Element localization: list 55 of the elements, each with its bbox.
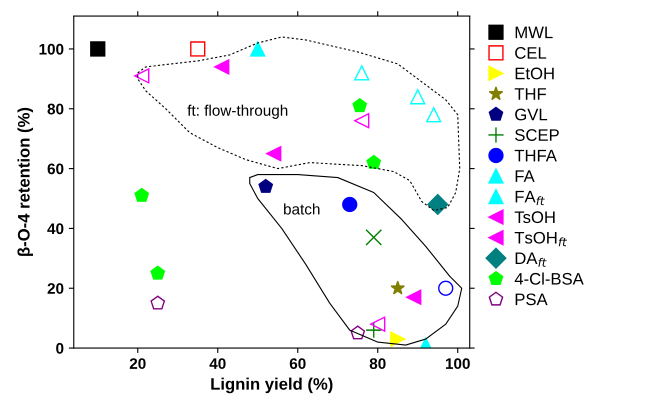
point [427, 194, 448, 216]
x-tick-label: 40 [209, 358, 226, 370]
y-tick-label: 100 [40, 44, 64, 55]
y-tick-label: 80 [48, 104, 64, 114]
point [134, 68, 150, 84]
legend-label: CEL [515, 47, 546, 59]
point [354, 65, 370, 81]
point [190, 41, 206, 57]
point [366, 154, 382, 169]
point [214, 59, 230, 75]
legend-label: TsOH$_{ft}$ [514, 232, 568, 246]
point [370, 316, 386, 332]
legend-label: GVL [515, 108, 548, 120]
legend-label: SCEP [515, 129, 559, 141]
y-tick-label: 60 [48, 163, 64, 174]
annotation: batch [284, 203, 320, 215]
annotation: ft: flow-through [187, 104, 288, 119]
x-tick-label: 80 [370, 358, 386, 370]
x-axis-title: Lignin yield (%) [211, 378, 332, 394]
point [354, 113, 370, 128]
point [365, 229, 382, 246]
x-tick-label: 100 [446, 358, 470, 370]
point [250, 41, 266, 57]
legend-label: EtOH [516, 68, 554, 80]
y-tick-label: 0 [56, 342, 64, 354]
legend-label: DA$_{ft}$ [516, 252, 547, 267]
point [410, 89, 426, 104]
point [134, 188, 150, 202]
point [258, 178, 274, 193]
point [438, 280, 454, 296]
y-tick-label: 20 [48, 283, 64, 294]
legend-label: THF [514, 88, 546, 100]
point [342, 196, 358, 212]
point [426, 107, 442, 122]
legend-label: FA$_{ft}$ [516, 190, 545, 206]
legend-label: PSA [516, 293, 548, 306]
point [390, 331, 406, 347]
point [266, 146, 282, 162]
point [150, 296, 166, 310]
point [90, 41, 106, 57]
legend-label: 4-Cl-BSA [514, 272, 584, 285]
point [406, 290, 422, 305]
point [150, 266, 166, 280]
x-tick-label: 20 [130, 358, 146, 370]
legend-label: TsOH [514, 211, 555, 224]
legend-label: MWL [516, 26, 553, 38]
point [390, 280, 406, 295]
x-tick-label: 60 [290, 358, 306, 370]
y-axis-title: β-O-4 retention (%) [17, 108, 33, 256]
legend-label: FA [516, 170, 535, 182]
y-tick-label: 40 [47, 223, 64, 234]
point [365, 322, 382, 338]
point [350, 325, 366, 340]
point [352, 98, 368, 112]
legend-label: THFA [514, 150, 557, 162]
